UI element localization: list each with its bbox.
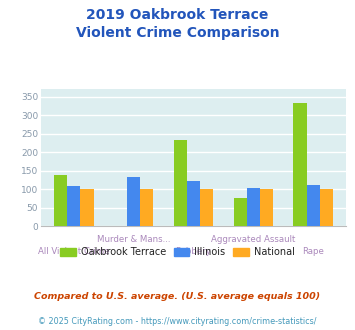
- Text: © 2025 CityRating.com - https://www.cityrating.com/crime-statistics/: © 2025 CityRating.com - https://www.city…: [38, 317, 317, 326]
- Bar: [187, 181, 200, 226]
- Bar: [234, 198, 247, 226]
- Text: All Violent Crime: All Violent Crime: [38, 247, 110, 256]
- Bar: [200, 189, 213, 226]
- Bar: [67, 186, 80, 226]
- Bar: [174, 140, 187, 226]
- Bar: [80, 189, 93, 226]
- Text: Rape: Rape: [302, 247, 324, 256]
- Bar: [307, 184, 320, 226]
- Text: Aggravated Assault: Aggravated Assault: [211, 235, 295, 244]
- Bar: [294, 103, 307, 226]
- Bar: [320, 189, 333, 226]
- Text: Compared to U.S. average. (U.S. average equals 100): Compared to U.S. average. (U.S. average …: [34, 292, 321, 301]
- Bar: [260, 189, 273, 226]
- Bar: [127, 177, 140, 226]
- Text: Murder & Mans...: Murder & Mans...: [97, 235, 170, 244]
- Bar: [54, 175, 67, 226]
- Text: Robbery: Robbery: [175, 247, 212, 256]
- Text: 2019 Oakbrook Terrace
Violent Crime Comparison: 2019 Oakbrook Terrace Violent Crime Comp…: [76, 8, 279, 40]
- Legend: Oakbrook Terrace, Illinois, National: Oakbrook Terrace, Illinois, National: [56, 243, 299, 261]
- Bar: [247, 188, 260, 226]
- Bar: [140, 189, 153, 226]
